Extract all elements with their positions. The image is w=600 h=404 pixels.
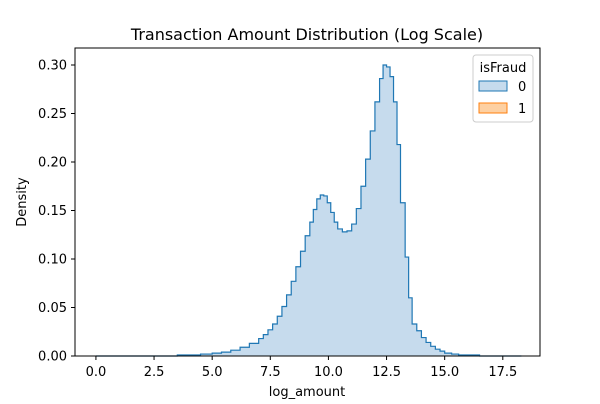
legend-label-1: 1 (518, 102, 526, 117)
y-axis-label: Density (15, 177, 30, 227)
x-tick-label: 7.5 (260, 365, 281, 380)
series-0-step-line (95, 64, 522, 357)
x-axis-label: log_amount (269, 385, 345, 400)
y-tick-label: 0.10 (38, 253, 67, 268)
y-tick-label: 0.30 (38, 59, 67, 74)
plot-frame (74, 47, 541, 357)
x-axis: 0.0 2.5 5.0 7.5 10.0 12.5 15.0 17.5 (86, 356, 517, 380)
y-tick-label: 0.20 (38, 156, 67, 171)
legend-swatch-1 (478, 102, 508, 114)
x-tick-label: 17.5 (488, 365, 517, 380)
legend-title: isFraud (480, 61, 527, 76)
y-tick-label: 0.25 (38, 107, 67, 122)
x-tick-label: 12.5 (372, 365, 401, 380)
legend-swatch-0 (478, 80, 508, 92)
x-tick-label: 10.0 (314, 365, 343, 380)
y-tick-label: 0.05 (38, 301, 67, 316)
x-tick-label: 2.5 (144, 365, 165, 380)
y-tick-label: 0.00 (38, 350, 67, 365)
plot-area (95, 64, 522, 357)
y-tick-label: 0.15 (38, 204, 67, 219)
chart-title: Transaction Amount Distribution (Log Sca… (130, 25, 483, 44)
x-tick-label: 15.0 (430, 365, 459, 380)
series-0-area (95, 65, 522, 356)
legend: isFraud 0 1 (472, 54, 534, 123)
x-tick-label: 5.0 (202, 365, 223, 380)
legend-label-0: 0 (518, 80, 526, 95)
x-tick-label: 0.0 (86, 365, 107, 380)
y-axis: 0.00 0.05 0.10 0.15 0.20 0.25 0.30 (38, 59, 75, 365)
